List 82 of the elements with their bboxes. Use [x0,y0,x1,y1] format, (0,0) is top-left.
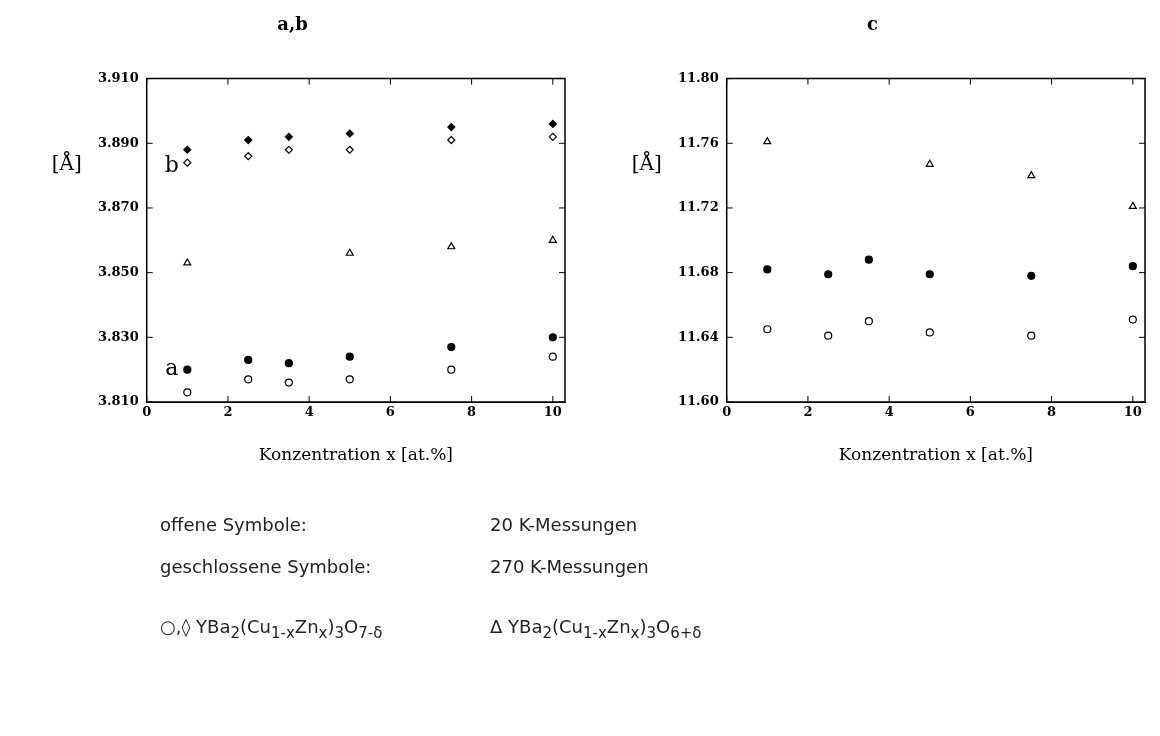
x-tick-label: 0 [722,404,732,420]
y-tick-label: 11.80 [677,69,719,85]
point [183,388,192,397]
x-tick-label: 4 [884,404,894,420]
text: 20 K-Messungen [490,513,639,537]
point [824,270,833,279]
x-tick-label: 10 [543,404,562,420]
point [548,132,557,141]
point [284,132,293,141]
point [864,255,873,264]
x-tick-label: 6 [965,404,975,420]
x-tick-label: 8 [467,404,477,420]
x-tick-label: 2 [223,404,233,420]
point [1128,262,1137,271]
point [548,235,557,243]
y-axis-title: [Å] [631,150,662,176]
point [183,158,192,167]
y-tick-label: 3.870 [97,199,139,215]
x-tick-label: 0 [142,404,152,420]
point [345,375,354,384]
point [824,331,833,340]
point [345,352,354,361]
point [1128,315,1137,324]
y-tick-label: 11.60 [677,393,719,409]
text: ○,◊ YBa$_{2}$(Cu$_{1-x}$Zn$_{x}$)$_{3}$O$_{7-δ}$ [160,616,383,642]
text: 270 K-Messungen [490,555,650,579]
y-tick-label: 11.68 [677,264,719,280]
point [284,145,293,154]
x-axis-title: Konzentration x [at.%] [838,444,1033,465]
annotation: a [165,355,179,381]
y-axis-title: [Å] [51,150,82,176]
chart-title: c [867,13,879,35]
text: Δ YBa$_{2}$(Cu$_{1-x}$Zn$_{x}$)$_{3}$O$_{6+δ}$ [490,616,702,642]
y-tick-label: 11.76 [677,134,719,150]
x-tick-label: 10 [1123,404,1142,420]
point [345,129,354,138]
point [244,152,253,161]
point [763,137,772,145]
text: offene Symbole: [160,513,308,537]
x-tick-label: 2 [803,404,813,420]
annotation: b [164,151,179,177]
chart-title: a,b [277,13,308,35]
point [447,242,456,250]
point [763,325,772,334]
x-tick-label: 4 [304,404,314,420]
point [183,258,192,266]
point [1027,331,1036,340]
y-tick-label: 3.910 [97,69,139,85]
point [548,352,557,361]
y-tick-label: 11.64 [677,328,719,344]
y-tick-label: 3.810 [97,393,139,409]
point [548,333,557,342]
text: geschlossene Symbole: [160,555,373,579]
point [548,119,557,128]
point [864,317,873,326]
point [345,145,354,154]
point [183,145,192,154]
point [244,355,253,365]
point [183,365,192,374]
point [447,342,456,352]
point [1027,171,1036,179]
point [284,359,293,368]
point [244,135,253,145]
x-tick-label: 8 [1047,404,1057,420]
point [925,328,934,337]
point [447,365,456,374]
point [925,270,934,279]
x-axis-title: Konzentration x [at.%] [258,444,453,465]
point [763,265,772,274]
point [1128,201,1137,209]
x-tick-label: 6 [385,404,395,420]
point [447,135,456,145]
point [244,375,253,384]
y-tick-label: 11.72 [677,199,719,215]
point [1027,271,1036,280]
point [284,378,293,387]
point [447,123,456,132]
y-tick-label: 3.850 [97,264,139,280]
y-tick-label: 3.890 [97,134,139,150]
point [345,248,354,256]
y-tick-label: 3.830 [97,328,139,344]
point [925,159,934,167]
